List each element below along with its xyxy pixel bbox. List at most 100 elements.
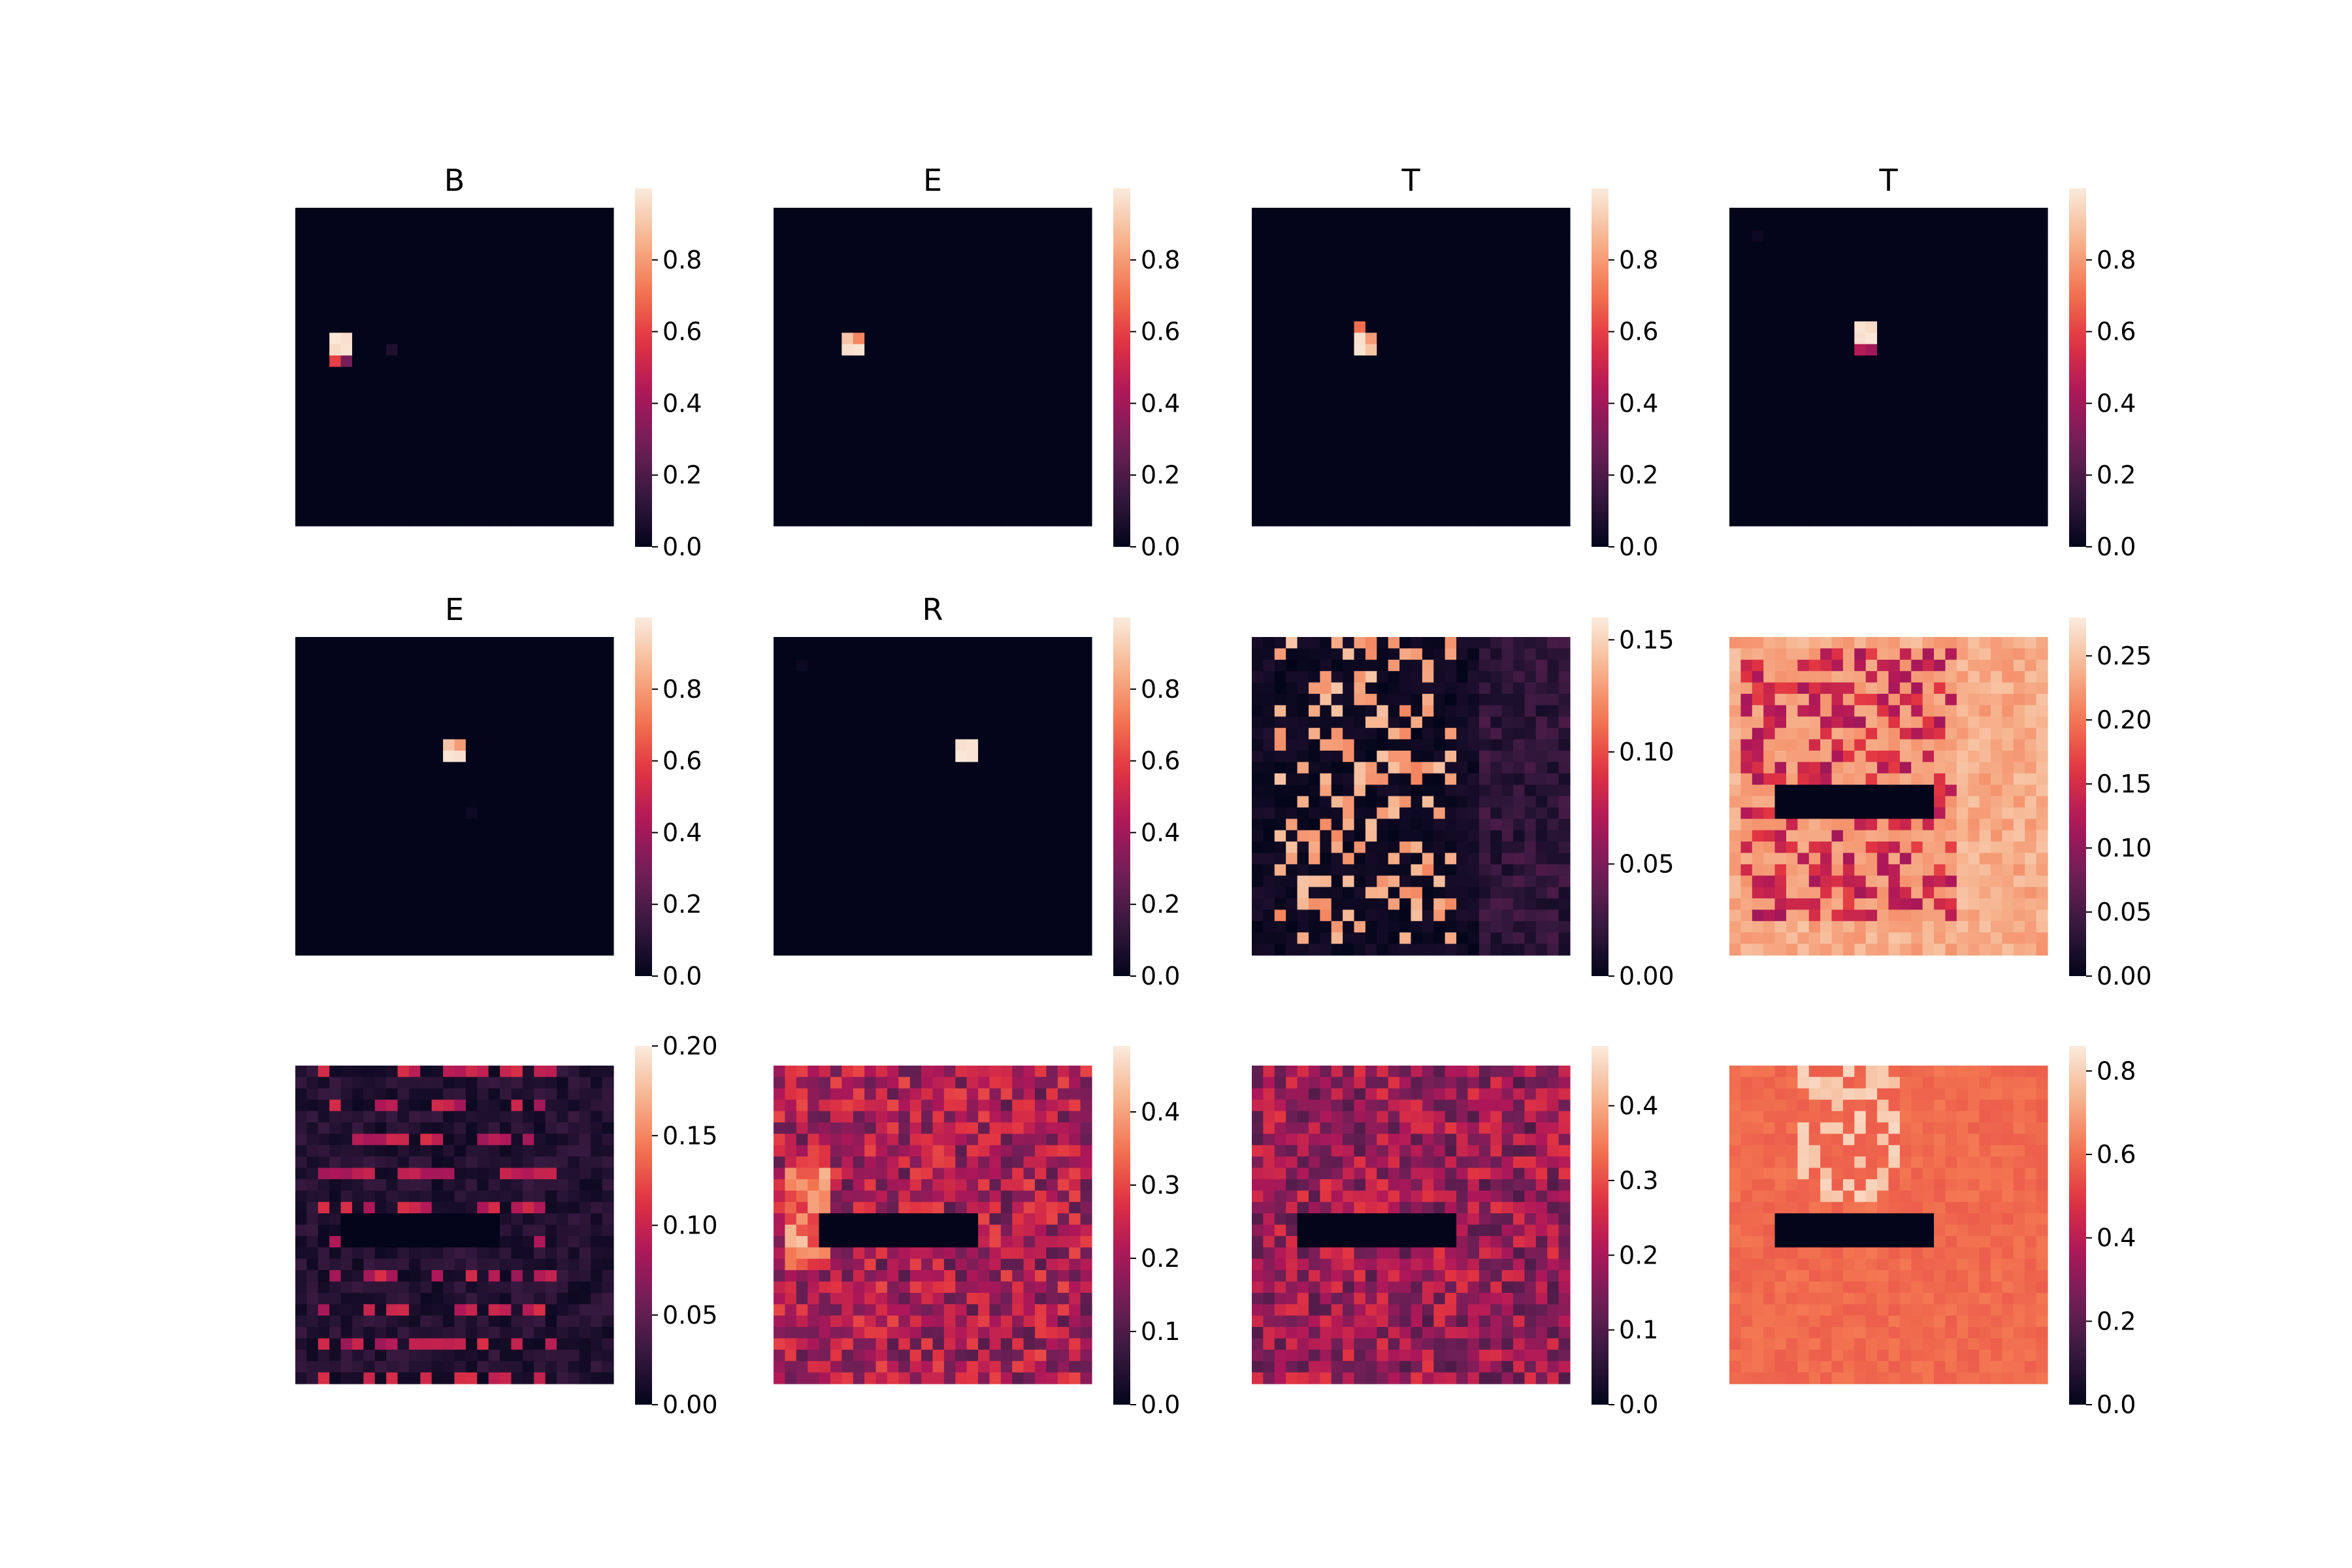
- heatmap-cell: [534, 299, 546, 311]
- heatmap-cell: [1445, 637, 1457, 649]
- heatmap-cell: [853, 480, 865, 493]
- heatmap-cell: [579, 853, 591, 865]
- heatmap-cell: [1252, 491, 1264, 504]
- heatmap-cell: [1286, 659, 1298, 672]
- heatmap-cell: [1023, 785, 1036, 797]
- heatmap-cell: [819, 796, 831, 808]
- heatmap-cell: [830, 921, 842, 933]
- heatmap-cell: [875, 659, 888, 672]
- heatmap-cell: [591, 648, 603, 661]
- heatmap-cell: [420, 230, 433, 242]
- heatmap-cell: [921, 400, 934, 413]
- heatmap-cell: [454, 457, 466, 470]
- heatmap-cell: [1080, 909, 1092, 922]
- heatmap-cell: [1922, 276, 1935, 288]
- heatmap-cell: [1012, 705, 1024, 717]
- heatmap-cell: [808, 400, 820, 413]
- heatmap-cell: [989, 671, 1002, 683]
- heatmap-cell: [1252, 716, 1264, 728]
- heatmap-cell: [1035, 648, 1047, 661]
- heatmap-cell: [796, 682, 808, 694]
- heatmap-cell: [1979, 389, 1991, 402]
- heatmap-cell: [1877, 367, 1889, 379]
- heatmap-cell: [306, 841, 319, 854]
- heatmap-cell: [1456, 480, 1469, 493]
- heatmap-cell: [1456, 457, 1469, 470]
- heatmap-cell: [1286, 355, 1298, 368]
- heatmap-cell: [488, 887, 500, 899]
- heatmap-cell: [853, 648, 865, 661]
- heatmap-cell: [545, 469, 557, 482]
- heatmap-cell: [1046, 412, 1058, 425]
- heatmap-cell: [1252, 253, 1264, 265]
- heatmap-cell: [1467, 480, 1480, 493]
- heatmap-cell: [1046, 705, 1058, 717]
- heatmap-cell: [1786, 503, 1798, 515]
- heatmap-cell: [1035, 875, 1047, 888]
- heatmap-cell: [591, 491, 603, 504]
- heatmap-cell: [1274, 321, 1286, 333]
- heatmap-cell: [1524, 514, 1537, 527]
- heatmap-cell: [830, 762, 842, 774]
- heatmap-cell: [1057, 853, 1070, 865]
- heatmap-cell: [1046, 671, 1058, 683]
- heatmap-cell: [318, 457, 330, 470]
- heatmap-cell: [408, 276, 421, 288]
- heatmap-cell: [1069, 932, 1081, 945]
- heatmap-cell: [1274, 434, 1286, 447]
- heatmap-cell: [591, 333, 603, 345]
- heatmap-cell: [1023, 333, 1036, 345]
- heatmap-cell: [955, 287, 968, 299]
- heatmap-cell: [819, 299, 831, 311]
- heatmap-cell: [1000, 841, 1013, 854]
- heatmap-cell: [1991, 208, 2003, 220]
- heatmap-cell: [887, 287, 899, 299]
- heatmap-cell: [306, 830, 319, 842]
- heatmap-cell: [1252, 659, 1264, 672]
- heatmap-cell: [568, 693, 580, 706]
- heatmap-cell: [1820, 446, 1833, 459]
- heatmap-cell: [808, 830, 820, 842]
- heatmap-cell: [340, 943, 353, 956]
- heatmap-cell: [2036, 514, 2048, 527]
- heatmap-cell: [420, 716, 433, 728]
- heatmap-cell: [1320, 480, 1332, 493]
- heatmap-cell: [1377, 219, 1389, 231]
- heatmap-cell: [522, 344, 534, 356]
- colorbar-tick-label: 0.0: [662, 532, 702, 561]
- heatmap-cell: [374, 321, 387, 333]
- colorbar-tick-label: 0.2: [662, 461, 702, 489]
- heatmap-cell: [887, 491, 899, 504]
- heatmap-cell: [774, 514, 785, 527]
- heatmap-cell: [1046, 693, 1058, 706]
- heatmap-cell: [1478, 355, 1491, 368]
- heatmap-cell: [1035, 921, 1047, 933]
- heatmap-cell: [1478, 671, 1491, 683]
- heatmap-cell: [1911, 287, 1923, 299]
- heatmap-cell: [329, 716, 342, 728]
- heatmap-cell: [374, 785, 387, 797]
- heatmap-cell: [1365, 503, 1377, 515]
- heatmap-cell: [340, 716, 353, 728]
- heatmap-cell: [431, 682, 444, 694]
- heatmap-cell: [1388, 491, 1400, 504]
- heatmap-cell: [340, 423, 353, 436]
- heatmap-cell: [2036, 242, 2048, 254]
- heatmap-cell: [454, 659, 466, 672]
- heatmap-cell: [1046, 208, 1058, 220]
- heatmap-cell: [932, 648, 945, 661]
- heatmap-cell: [500, 921, 512, 933]
- heatmap-cell: [887, 219, 899, 231]
- heatmap-cell: [545, 819, 557, 831]
- heatmap-cell: [841, 716, 854, 728]
- heatmap-cell: [1808, 400, 1821, 413]
- heatmap-cell: [1888, 434, 1901, 447]
- heatmap-cell: [1388, 503, 1400, 515]
- heatmap-cell: [978, 648, 990, 661]
- heatmap-cell: [488, 491, 500, 504]
- heatmap-cell: [774, 671, 785, 683]
- heatmap-cell: [1945, 423, 1957, 436]
- heatmap-cell: [1422, 287, 1434, 299]
- heatmap-cell: [295, 219, 307, 231]
- heatmap-cell: [943, 253, 956, 265]
